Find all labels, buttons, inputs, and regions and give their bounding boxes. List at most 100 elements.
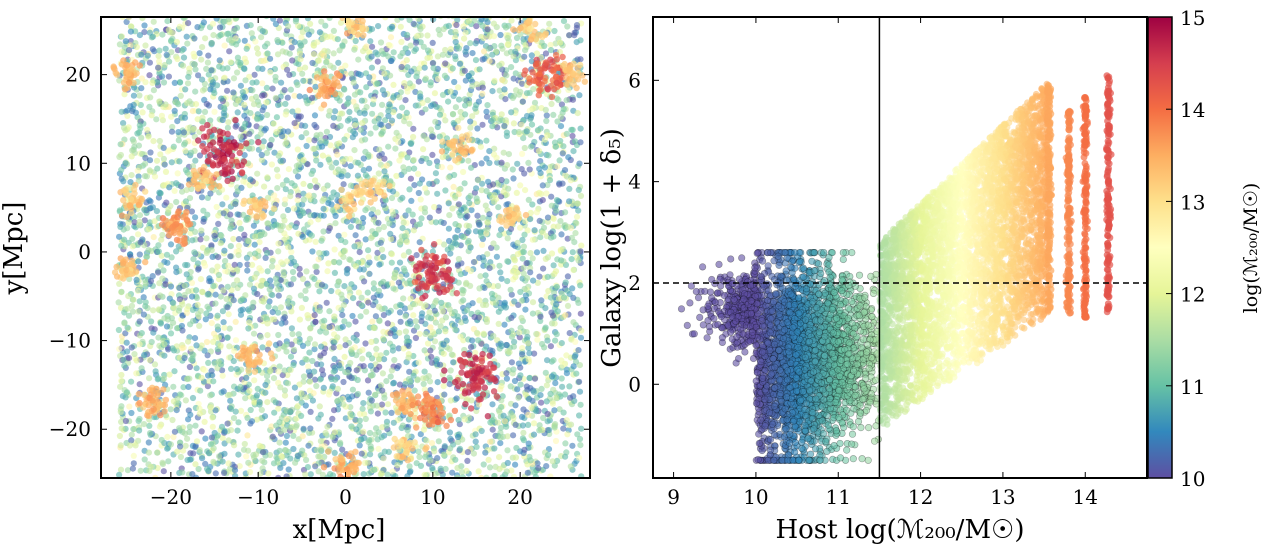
- field-galaxy-point: [448, 351, 455, 358]
- field-galaxy-point: [234, 54, 241, 61]
- field-galaxy-point: [155, 248, 162, 255]
- field-galaxy-point: [237, 225, 244, 232]
- field-galaxy-point: [383, 349, 390, 356]
- field-galaxy-point: [540, 414, 547, 422]
- field-galaxy-point: [538, 385, 545, 392]
- field-galaxy-point: [312, 238, 319, 245]
- field-galaxy-point: [450, 183, 457, 190]
- field-galaxy-point: [149, 46, 156, 53]
- field-galaxy-point: [566, 185, 573, 192]
- field-galaxy-point: [136, 251, 143, 258]
- field-galaxy-point: [318, 281, 326, 288]
- field-galaxy-point: [475, 401, 482, 408]
- field-galaxy-point: [209, 20, 217, 27]
- field-galaxy-point: [281, 367, 288, 374]
- field-galaxy-point: [226, 391, 233, 398]
- field-galaxy-point: [548, 202, 555, 209]
- field-galaxy-point: [306, 349, 313, 356]
- field-galaxy-point: [410, 156, 417, 164]
- field-galaxy-point: [558, 231, 565, 238]
- field-galaxy-point: [207, 404, 214, 411]
- field-galaxy-point: [290, 432, 297, 439]
- field-galaxy-point: [465, 6, 471, 12]
- field-galaxy-point: [352, 232, 359, 239]
- field-galaxy-point: [157, 320, 164, 327]
- field-galaxy-point: [315, 453, 322, 460]
- field-galaxy-point: [457, 271, 464, 278]
- field-galaxy-point: [311, 121, 318, 129]
- field-galaxy-point: [435, 26, 442, 33]
- field-galaxy-point: [399, 194, 406, 201]
- field-galaxy-point: [439, 51, 446, 58]
- field-galaxy-point: [151, 218, 158, 225]
- field-galaxy-point: [124, 348, 131, 355]
- field-galaxy-point: [559, 383, 566, 390]
- field-galaxy-point: [325, 200, 332, 207]
- field-galaxy-point: [321, 47, 328, 55]
- field-galaxy-point: [453, 234, 460, 241]
- field-galaxy-point: [573, 213, 581, 220]
- field-galaxy-point: [485, 456, 492, 463]
- field-galaxy-point: [282, 196, 289, 203]
- field-galaxy-point: [341, 318, 348, 325]
- field-galaxy-point: [265, 303, 272, 310]
- field-galaxy-point: [239, 306, 246, 313]
- field-galaxy-point: [291, 205, 298, 212]
- field-galaxy-point: [422, 185, 429, 192]
- field-galaxy-point: [117, 466, 125, 473]
- field-galaxy-point: [410, 133, 417, 141]
- field-galaxy-point: [312, 83, 319, 90]
- field-galaxy-point: [248, 30, 255, 37]
- field-galaxy-point: [504, 41, 511, 48]
- field-galaxy-point: [197, 307, 204, 314]
- field-galaxy-point: [410, 20, 417, 27]
- field-galaxy-point: [503, 342, 510, 349]
- field-galaxy-point: [475, 468, 482, 475]
- field-galaxy-point: [513, 6, 519, 12]
- field-galaxy-point: [565, 86, 572, 93]
- field-galaxy-point: [540, 265, 547, 272]
- field-galaxy-point: [331, 108, 339, 115]
- field-galaxy-point: [220, 388, 227, 395]
- field-galaxy-point: [223, 194, 230, 201]
- field-galaxy-point: [535, 465, 542, 472]
- field-galaxy-point: [560, 143, 567, 150]
- field-galaxy-point: [447, 164, 454, 171]
- field-galaxy-point: [282, 439, 289, 446]
- field-galaxy-point: [116, 77, 123, 84]
- field-galaxy-point: [290, 258, 298, 265]
- field-galaxy-point: [569, 249, 576, 256]
- field-galaxy-point: [382, 117, 389, 124]
- field-galaxy-point: [249, 303, 256, 311]
- field-galaxy-point: [526, 395, 533, 403]
- field-galaxy-point: [395, 363, 402, 370]
- field-galaxy-point: [365, 470, 373, 477]
- field-galaxy-point: [242, 59, 250, 66]
- field-galaxy-point: [257, 232, 264, 239]
- field-galaxy-point: [267, 55, 274, 62]
- field-galaxy-point: [479, 90, 486, 97]
- field-galaxy-point: [406, 17, 413, 24]
- field-galaxy-point: [181, 291, 188, 299]
- field-galaxy-point: [528, 143, 535, 150]
- field-galaxy-point: [176, 23, 183, 30]
- field-galaxy-point: [396, 94, 403, 101]
- field-galaxy-point: [156, 98, 163, 105]
- field-galaxy-point: [322, 429, 329, 437]
- field-galaxy-point: [208, 367, 215, 374]
- field-galaxy-point: [178, 47, 186, 54]
- field-galaxy-point: [553, 95, 560, 102]
- field-galaxy-point: [208, 39, 215, 47]
- field-galaxy-point: [249, 145, 256, 152]
- field-galaxy-point: [547, 343, 555, 350]
- field-galaxy-point: [511, 298, 518, 305]
- field-galaxy-point: [257, 282, 264, 289]
- field-galaxy-point: [287, 424, 294, 431]
- field-galaxy-point: [148, 338, 155, 346]
- field-galaxy-point: [550, 357, 557, 364]
- field-galaxy-point: [337, 19, 345, 26]
- field-galaxy-point: [495, 320, 502, 327]
- field-galaxy-point: [377, 239, 384, 246]
- field-galaxy-point: [473, 195, 480, 202]
- field-galaxy-point: [155, 269, 162, 276]
